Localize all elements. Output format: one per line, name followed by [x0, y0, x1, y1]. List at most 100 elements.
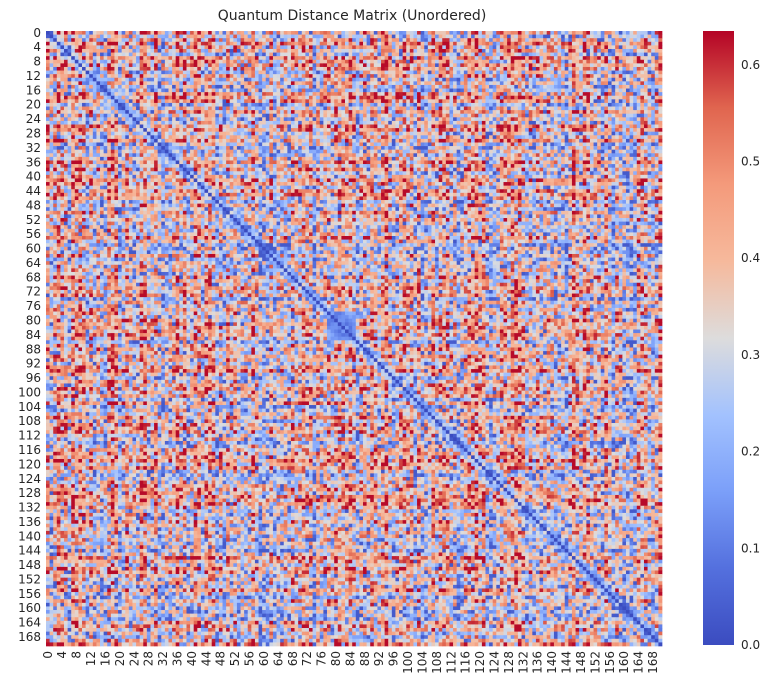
heatmap-cell	[367, 92, 371, 96]
heatmap-cell	[630, 49, 634, 53]
heatmap-cell	[331, 74, 335, 78]
heatmap-cell	[82, 56, 86, 60]
heatmap-cell	[273, 38, 277, 42]
heatmap-cell	[442, 63, 446, 67]
heatmap-cell	[129, 135, 133, 139]
heatmap-cell	[622, 121, 626, 125]
heatmap-cell	[370, 114, 374, 118]
heatmap-cell	[302, 74, 306, 78]
heatmap-cell	[514, 56, 518, 60]
heatmap-cell	[154, 35, 158, 39]
heatmap-cell	[136, 85, 140, 89]
heatmap-cell	[604, 49, 608, 53]
heatmap-cell	[511, 31, 515, 35]
heatmap-cell	[241, 103, 245, 107]
heatmap-cell	[576, 71, 580, 75]
heatmap-cell	[485, 125, 489, 129]
heatmap-cell	[194, 103, 198, 107]
heatmap-cell	[154, 107, 158, 111]
heatmap-cell	[460, 110, 464, 114]
heatmap-cell	[168, 117, 172, 121]
heatmap-cell	[399, 110, 403, 114]
heatmap-cell	[518, 53, 522, 57]
heatmap-cell	[89, 132, 93, 136]
heatmap-cell	[525, 92, 529, 96]
heatmap-cell	[522, 125, 526, 129]
heatmap-cell	[576, 49, 580, 53]
heatmap-cell	[136, 114, 140, 118]
heatmap-cell	[53, 67, 57, 71]
heatmap-cell	[158, 121, 162, 125]
heatmap-cell	[176, 96, 180, 100]
heatmap-cell	[118, 132, 122, 136]
heatmap-cell	[241, 89, 245, 93]
heatmap-cell	[352, 99, 356, 103]
heatmap-cell	[413, 42, 417, 46]
heatmap-cell	[482, 74, 486, 78]
heatmap-cell	[370, 63, 374, 67]
heatmap-cell	[388, 92, 392, 96]
heatmap-cell	[122, 85, 126, 89]
heatmap-cell	[590, 99, 594, 103]
heatmap-cell	[122, 53, 126, 57]
heatmap-cell	[179, 117, 183, 121]
heatmap-cell	[648, 74, 652, 78]
heatmap-cell	[323, 60, 327, 64]
heatmap-cell	[320, 121, 324, 125]
heatmap-cell	[597, 92, 601, 96]
heatmap-cell	[532, 99, 536, 103]
heatmap-cell	[503, 53, 507, 57]
heatmap-cell	[561, 42, 565, 46]
heatmap-cell	[395, 107, 399, 111]
heatmap-cell	[345, 96, 349, 100]
heatmap-cell	[60, 38, 64, 42]
heatmap-cell	[269, 81, 273, 85]
heatmap-cell	[316, 78, 320, 82]
heatmap-cell	[475, 96, 479, 100]
heatmap-cell	[385, 74, 389, 78]
heatmap-cell	[165, 42, 169, 46]
heatmap-cell	[230, 53, 234, 57]
heatmap-cell	[122, 63, 126, 67]
heatmap-cell	[558, 85, 562, 89]
heatmap-cell	[266, 35, 270, 39]
heatmap-cell	[71, 31, 75, 35]
heatmap-cell	[464, 38, 468, 42]
heatmap-cell	[417, 74, 421, 78]
heatmap-cell	[53, 38, 57, 42]
heatmap-cell	[132, 125, 136, 129]
heatmap-cell	[658, 125, 662, 129]
heatmap-cell	[118, 49, 122, 53]
heatmap-cell	[302, 60, 306, 64]
heatmap-cell	[259, 85, 263, 89]
heatmap-cell	[158, 45, 162, 49]
heatmap-cell	[586, 71, 590, 75]
heatmap-cell	[424, 67, 428, 71]
heatmap-cell	[439, 71, 443, 75]
heatmap-cell	[608, 121, 612, 125]
heatmap-cell	[518, 31, 522, 35]
heatmap-cell	[637, 117, 641, 121]
heatmap-cell	[82, 117, 86, 121]
heatmap-cell	[248, 132, 252, 136]
heatmap-cell	[233, 38, 237, 42]
heatmap-cell	[658, 103, 662, 107]
heatmap-cell	[82, 71, 86, 75]
heatmap-cell	[172, 96, 176, 100]
heatmap-cell	[453, 85, 457, 89]
heatmap-cell	[201, 99, 205, 103]
heatmap-cell	[89, 110, 93, 114]
heatmap-cell	[374, 132, 378, 136]
heatmap-cell	[648, 67, 652, 71]
heatmap-cell	[125, 71, 129, 75]
heatmap-cell	[269, 53, 273, 57]
heatmap-cell	[403, 107, 407, 111]
heatmap-cell	[511, 110, 515, 114]
heatmap-cell	[507, 45, 511, 49]
heatmap-cell	[601, 121, 605, 125]
heatmap-cell	[338, 103, 342, 107]
heatmap-cell	[421, 74, 425, 78]
heatmap-cell	[302, 110, 306, 114]
heatmap-cell	[349, 53, 353, 57]
heatmap-cell	[460, 31, 464, 35]
